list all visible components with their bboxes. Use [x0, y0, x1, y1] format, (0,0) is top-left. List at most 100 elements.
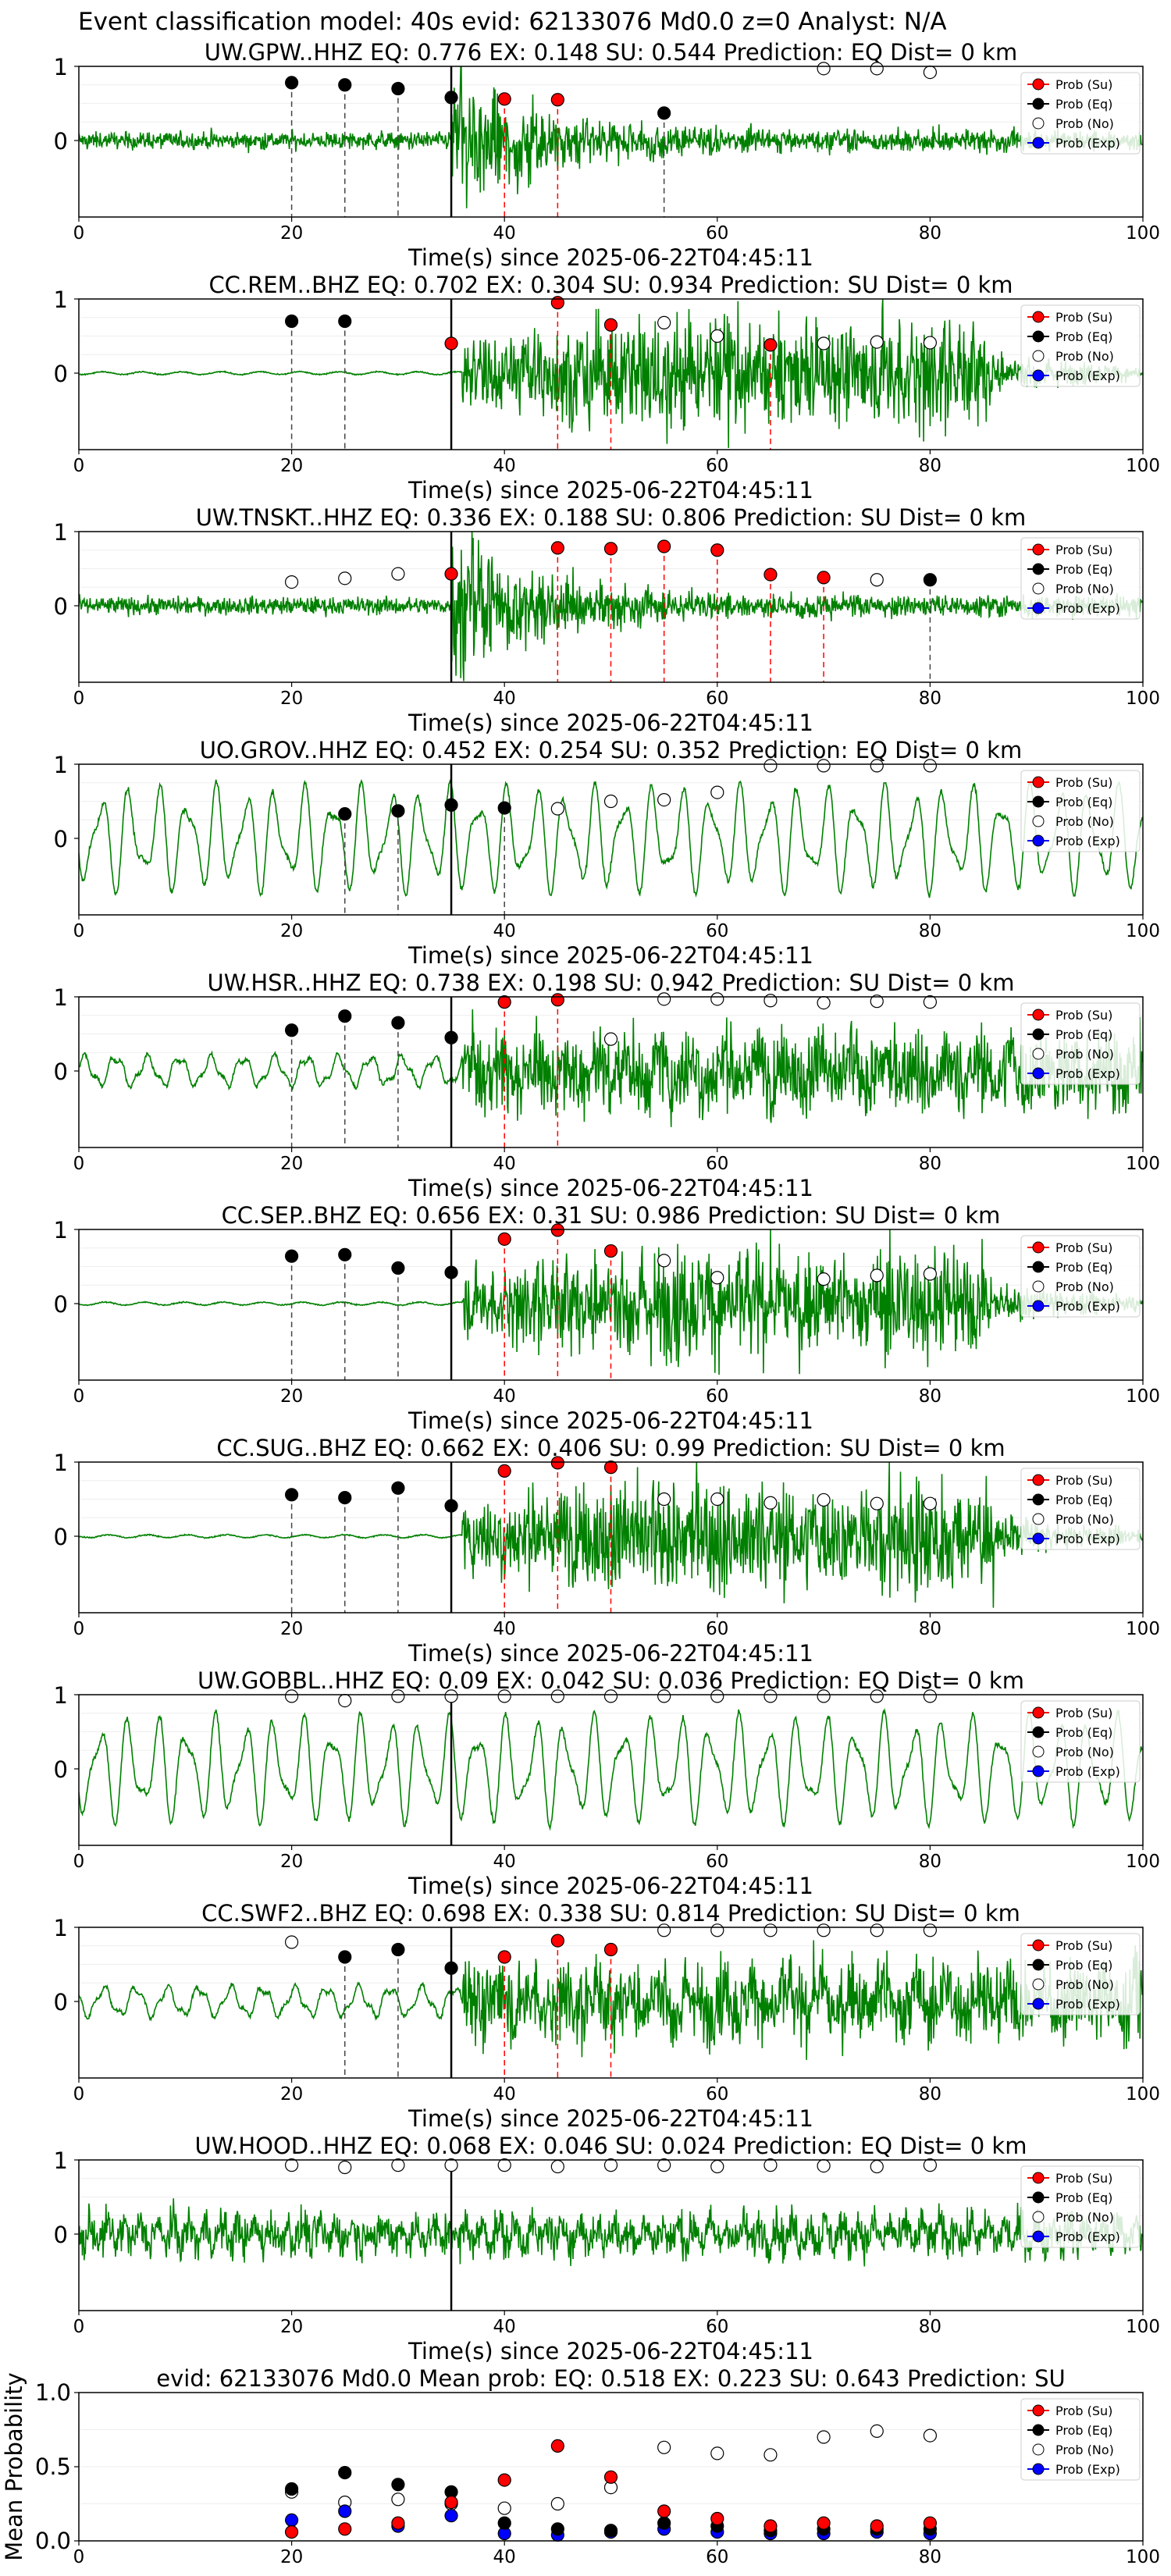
prob-marker-eq	[285, 1249, 299, 1263]
prob-marker-su	[603, 1942, 618, 1957]
prob-marker-no	[763, 1689, 778, 1703]
prob-marker-su	[444, 567, 458, 581]
prob-marker-su	[657, 2504, 671, 2518]
prob-marker-no	[444, 1689, 458, 1703]
legend-label-su: Prob (Su)	[1055, 543, 1112, 557]
prob-marker-eq	[550, 2522, 564, 2536]
prob-marker-no	[657, 2440, 671, 2454]
waveform-trace	[79, 1009, 1143, 1127]
x-tick-label: 40	[493, 2084, 516, 2105]
legend-marker-exp	[1032, 1998, 1045, 2010]
x-tick-label: 20	[280, 456, 303, 476]
prob-marker-su	[657, 539, 671, 553]
panel-title: UW.GPW..HHZ EQ: 0.776 EX: 0.148 SU: 0.54…	[205, 39, 1017, 66]
x-axis-label: Time(s) since 2025-06-22T04:45:11	[408, 1407, 813, 1434]
legend-frame	[1020, 2398, 1141, 2481]
waveform-trace	[79, 66, 1143, 208]
x-tick-label: 20	[280, 1386, 303, 1407]
prob-marker-eq	[603, 2524, 618, 2538]
y-tick-label: 0	[54, 1989, 68, 2016]
waveform-panel-2: CC.REM..BHZ EQ: 0.702 EX: 0.304 SU: 0.93…	[54, 272, 1160, 503]
x-tick-label: 80	[919, 2547, 941, 2567]
prob-marker-eq	[444, 798, 458, 812]
prob-marker-no	[710, 1492, 724, 1507]
prob-marker-su	[497, 92, 511, 106]
legend-marker-no	[1032, 1048, 1045, 1060]
waveform-panel-10: UW.HOOD..HHZ EQ: 0.068 EX: 0.046 SU: 0.0…	[54, 2133, 1160, 2364]
legend-frame	[1020, 1933, 1141, 2016]
prob-marker-no	[763, 994, 778, 1008]
legend-label-exp: Prob (Exp)	[1055, 1532, 1120, 1546]
legend-marker-eq	[1032, 1726, 1045, 1738]
panel-title: CC.SUG..BHZ EQ: 0.662 EX: 0.406 SU: 0.99…	[216, 1435, 1005, 1461]
y-tick-label: 0	[54, 593, 68, 620]
legend-marker-su	[1032, 1009, 1045, 1021]
y-axis-label: Mean Probability	[1, 2372, 27, 2561]
prob-marker-no	[657, 315, 671, 329]
waveform-panel-6: CC.SEP..BHZ EQ: 0.656 EX: 0.31 SU: 0.986…	[54, 1202, 1160, 1434]
prob-marker-eq	[444, 1030, 458, 1044]
x-tick-label: 80	[919, 1386, 941, 1407]
waveform-panel-3: UW.TNSKT..HHZ EQ: 0.336 EX: 0.188 SU: 0.…	[54, 504, 1160, 736]
legend-label-exp: Prob (Exp)	[1055, 2229, 1120, 2244]
prob-marker-no	[870, 994, 884, 1009]
prob-marker-eq	[338, 1490, 352, 1505]
x-tick-label: 80	[919, 1852, 941, 1872]
legend-label-eq: Prob (Eq)	[1055, 1958, 1112, 1973]
axes-frame	[78, 1461, 1144, 1614]
legend-label-eq: Prob (Eq)	[1055, 1493, 1112, 1507]
y-tick-label: 1	[54, 984, 68, 1011]
legend-marker-exp	[1032, 834, 1045, 847]
x-tick-label: 40	[493, 2317, 516, 2337]
prob-marker-su	[444, 336, 458, 350]
x-tick-label: 0	[73, 2317, 85, 2337]
prob-marker-eq	[338, 314, 352, 329]
y-tick-label: 1	[54, 1915, 68, 1941]
x-tick-label: 0	[73, 2547, 85, 2567]
waveform-trace	[79, 778, 1143, 898]
x-tick-label: 60	[706, 1852, 728, 1872]
prob-marker-no	[710, 329, 724, 343]
x-tick-label: 0	[73, 1386, 85, 1407]
y-tick-label: 1	[54, 286, 68, 313]
prob-marker-su	[550, 541, 564, 555]
legend-marker-eq	[1032, 330, 1045, 343]
prob-marker-no	[391, 1689, 405, 1703]
x-tick-label: 40	[493, 456, 516, 476]
axes-frame	[78, 1694, 1144, 1846]
prob-marker-no	[657, 1492, 671, 1507]
legend-marker-exp	[1032, 1067, 1045, 1080]
legend-marker-su	[1032, 78, 1045, 91]
prob-marker-no	[870, 1689, 884, 1703]
prob-marker-su	[550, 2439, 564, 2453]
prob-marker-su	[763, 2519, 778, 2533]
panel-title: UW.HSR..HHZ EQ: 0.738 EX: 0.198 SU: 0.94…	[208, 970, 1015, 996]
legend-label-su: Prob (Su)	[1055, 77, 1112, 92]
x-axis-label: Time(s) since 2025-06-22T04:45:11	[408, 1873, 813, 1899]
prob-marker-no	[817, 336, 831, 350]
x-tick-label: 100	[1126, 1386, 1160, 1407]
y-tick-label: 1.0	[35, 2379, 71, 2406]
y-tick-label: 0	[54, 361, 68, 387]
x-tick-label: 40	[493, 2547, 516, 2567]
x-tick-label: 20	[280, 223, 303, 244]
legend-marker-eq	[1032, 2191, 1045, 2204]
y-tick-label: 0.0	[35, 2528, 71, 2554]
legend-frame	[1020, 72, 1141, 155]
prob-marker-eq	[285, 1488, 299, 1502]
waveform-panel-1: UW.GPW..HHZ EQ: 0.776 EX: 0.148 SU: 0.54…	[54, 39, 1160, 271]
y-tick-label: 1	[54, 1682, 68, 1709]
x-tick-label: 60	[706, 921, 728, 941]
axes-frame	[78, 531, 1144, 683]
x-tick-label: 20	[280, 1852, 303, 1872]
prob-marker-eq	[391, 1942, 405, 1957]
x-tick-label: 80	[919, 1619, 941, 1639]
x-tick-label: 40	[493, 1852, 516, 1872]
x-tick-label: 0	[73, 921, 85, 941]
legend-marker-eq	[1032, 1028, 1045, 1041]
prob-marker-no	[817, 1689, 831, 1703]
prob-marker-no	[870, 1923, 884, 1937]
x-tick-label: 0	[73, 1852, 85, 1872]
prob-marker-no	[338, 571, 352, 585]
y-tick-label: 0	[54, 2222, 68, 2248]
